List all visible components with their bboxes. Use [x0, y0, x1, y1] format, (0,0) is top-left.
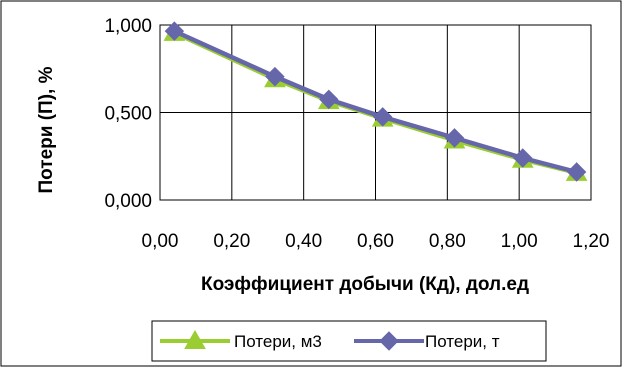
legend-label-2: Потери, т — [425, 332, 500, 351]
series-2-point — [513, 148, 533, 168]
diamond-marker-icon — [379, 331, 399, 351]
x-tick-label: 1,00 — [501, 231, 538, 252]
legend-items: Потери, м3 Потери, т — [160, 329, 500, 351]
series-layer — [163, 21, 588, 182]
x-tick-label: 0,40 — [285, 231, 322, 252]
y-axis-title: Потери (П), % — [36, 66, 57, 193]
x-tick-label: 0,00 — [142, 231, 179, 252]
x-tick-label: 1,20 — [573, 231, 610, 252]
legend: Потери, м3 Потери, т — [151, 320, 547, 362]
plot-area-border — [159, 24, 592, 201]
series-2-point — [566, 162, 587, 182]
tick-labels: 0,00 0,20 0,40 0,60 0,80 1,00 1,20 0,000 0,500 1,… — [104, 16, 609, 252]
y-tick-label: 0,500 — [104, 104, 152, 125]
series-2-point — [444, 128, 465, 148]
series-2-point — [319, 89, 339, 110]
series-2-point — [265, 66, 285, 87]
x-tick-label: 0,20 — [213, 231, 250, 252]
series-2-point — [372, 107, 393, 127]
x-axis-title: Коэффициент добычи (Кд), дол.ед — [201, 274, 529, 295]
y-tick-label: 1,000 — [104, 16, 152, 37]
series-2-point — [164, 21, 185, 41]
x-tick-label: 0,60 — [357, 231, 394, 252]
triangle-marker-icon — [184, 329, 206, 349]
y-tick-label: 0,000 — [104, 191, 152, 212]
legend-label-1: Потери, м3 — [234, 332, 322, 351]
x-tick-label: 0,80 — [429, 231, 466, 252]
